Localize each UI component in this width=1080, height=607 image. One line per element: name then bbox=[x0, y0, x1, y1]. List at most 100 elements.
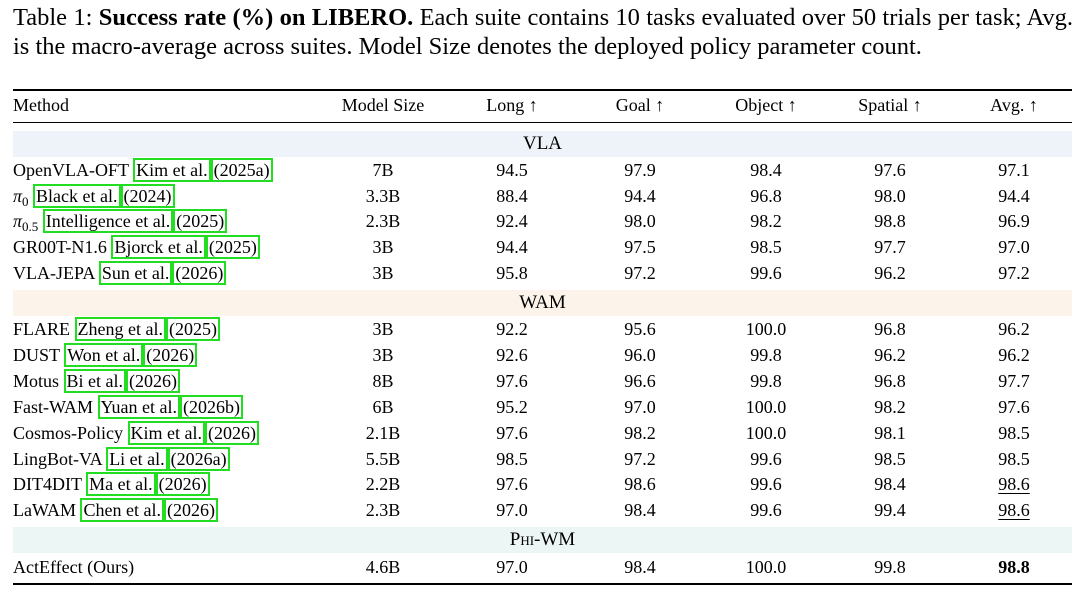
table-row: Cosmos-Policy Kim et al. (2026) 2.1B 97.6 98… bbox=[13, 420, 1072, 446]
phi-section-band bbox=[13, 527, 1072, 553]
avg-cell: 98.6 bbox=[998, 500, 1030, 520]
table-row: FLARE Zheng et al. (2025) 3B 92.2 95.6 100.0 9… bbox=[13, 316, 1072, 342]
long-cell: 94.4 bbox=[496, 237, 528, 257]
header-object: Object ↑ bbox=[735, 95, 797, 115]
long-cell: 97.0 bbox=[496, 500, 528, 520]
object-cell: 96.8 bbox=[750, 186, 782, 206]
long-cell: 97.6 bbox=[496, 474, 528, 494]
citation-author: Kim et al. bbox=[127, 421, 205, 445]
goal-cell: 97.2 bbox=[624, 449, 656, 469]
avg-cell: 97.6 bbox=[998, 397, 1030, 417]
header-goal: Goal ↑ bbox=[615, 95, 665, 115]
method-cell: LaWAM Chen et al. (2026) bbox=[13, 497, 218, 523]
citation-year: (2025a) bbox=[210, 158, 273, 182]
method-cell: π0.5 Intelligence et al. (2025) bbox=[13, 208, 228, 240]
citation-year: (2026) bbox=[126, 369, 181, 393]
header-long: Long ↑ bbox=[486, 95, 538, 115]
object-cell: 98.5 bbox=[750, 237, 782, 257]
method-name: π bbox=[13, 186, 23, 206]
spatial-cell: 98.2 bbox=[874, 397, 906, 417]
citation-year-value: 2026 bbox=[181, 263, 218, 283]
top-rule bbox=[13, 89, 1072, 91]
long-cell: 97.6 bbox=[496, 371, 528, 391]
avg-cell: 98.6 bbox=[998, 474, 1030, 494]
model-size-cell: 2.3B bbox=[365, 211, 401, 231]
method-cell: Fast-WAM Yuan et al. (2026b) bbox=[13, 394, 243, 420]
method-name: FLARE bbox=[13, 319, 71, 339]
method-cell: π0 Black et al. (2024) bbox=[13, 183, 175, 215]
header-model-size: Model Size bbox=[341, 95, 425, 115]
citation-year-value: 2024 bbox=[129, 186, 166, 206]
citation-year-value: 2026 bbox=[164, 474, 201, 494]
avg-cell: 96.2 bbox=[998, 319, 1030, 339]
citation-year-value: 2025 bbox=[182, 211, 219, 231]
section-wam: WAM bbox=[519, 292, 566, 313]
method-name: DIT4DIT bbox=[13, 474, 82, 494]
long-cell: 94.5 bbox=[496, 160, 528, 180]
long-cell: 98.5 bbox=[496, 449, 528, 469]
goal-cell: 95.6 bbox=[624, 319, 656, 339]
method-cell: OpenVLA-OFT Kim et al. (2025a) bbox=[13, 157, 273, 183]
model-size-cell: 8B bbox=[372, 371, 394, 391]
method-name: Cosmos-Policy bbox=[13, 423, 124, 443]
citation-year-value: 2026 bbox=[172, 500, 209, 520]
long-cell: 95.8 bbox=[496, 263, 528, 283]
goal-cell: 98.0 bbox=[624, 211, 656, 231]
object-cell: 98.4 bbox=[750, 160, 782, 180]
citation-year-value: 2025a bbox=[219, 160, 264, 180]
spatial-cell: 99.4 bbox=[874, 500, 906, 520]
method-subscript: 0.5 bbox=[22, 219, 39, 234]
model-size-cell: 5.5B bbox=[365, 449, 401, 469]
spatial-cell: 98.5 bbox=[874, 449, 906, 469]
spatial-cell: 98.8 bbox=[874, 211, 906, 231]
long-cell: 95.2 bbox=[496, 397, 528, 417]
spatial-cell: 96.8 bbox=[874, 371, 906, 391]
object-cell: 99.6 bbox=[750, 500, 782, 520]
object-cell: 98.2 bbox=[750, 211, 782, 231]
method-name: GR00T-N1.6 bbox=[13, 237, 107, 257]
table-row: DUST Won et al. (2026) 3B 92.6 96.0 99.8 96.2 9… bbox=[13, 342, 1072, 368]
citation-author: Zheng et al. bbox=[74, 317, 166, 341]
citation-year: (2026) bbox=[205, 421, 259, 445]
table-row: ActEffect (Ours) 4.6B 97.0 98.4 100.0 99.8 98.… bbox=[13, 554, 1072, 580]
table-row: OpenVLA-OFT Kim et al. (2025a) 7B 94.5 97.9 9… bbox=[13, 157, 1072, 183]
method-cell: Cosmos-Policy Kim et al. (2026) bbox=[13, 420, 259, 446]
citation-author: Ma et al. bbox=[86, 472, 156, 496]
citation-year: (2026) bbox=[143, 343, 198, 367]
long-cell: 88.4 bbox=[496, 186, 528, 206]
spatial-cell: 97.6 bbox=[874, 160, 906, 180]
caption-label: Table 1: bbox=[13, 4, 93, 31]
spatial-cell: 98.0 bbox=[874, 186, 906, 206]
long-cell: 92.4 bbox=[496, 211, 528, 231]
table-row: DIT4DIT Ma et al. (2026) 2.2B 97.6 98.6 99.6 9… bbox=[13, 471, 1072, 497]
table-row: π0 Black et al. (2024) 3.3B 88.4 94.4 96.8 98.… bbox=[13, 183, 1072, 209]
table-row: GR00T-N1.6 Bjorck et al. (2025) 3B 94.4 97.5… bbox=[13, 234, 1072, 260]
long-cell: 97.6 bbox=[496, 423, 528, 443]
table-row: Motus Bi et al. (2026) 8B 97.6 96.6 99.8 96.8 9… bbox=[13, 368, 1072, 394]
citation-year-value: 2026a bbox=[176, 449, 221, 469]
long-cell: 92.6 bbox=[496, 345, 528, 365]
model-size-cell: 3B bbox=[372, 345, 394, 365]
table-row: LaWAM Chen et al. (2026) 2.3B 97.0 98.4 99.6 9… bbox=[13, 497, 1072, 523]
wam-section-band bbox=[13, 290, 1072, 316]
method-name: VLA-JEPA bbox=[13, 263, 95, 283]
goal-cell: 97.2 bbox=[624, 263, 656, 283]
citation-author: Sun et al. bbox=[98, 261, 173, 285]
model-size-cell: 2.3B bbox=[365, 500, 401, 520]
object-cell: 100.0 bbox=[745, 397, 787, 417]
citation-author: Li et al. bbox=[106, 447, 168, 471]
table-row: Fast-WAM Yuan et al. (2026b) 6B 95.2 97.0 100… bbox=[13, 394, 1072, 420]
model-size-cell: 6B bbox=[372, 397, 394, 417]
goal-cell: 98.6 bbox=[624, 474, 656, 494]
object-cell: 100.0 bbox=[745, 423, 787, 443]
model-size-cell: 3B bbox=[372, 237, 394, 257]
goal-cell: 98.4 bbox=[624, 500, 656, 520]
goal-cell: 96.6 bbox=[624, 371, 656, 391]
citation-year: (2025) bbox=[173, 209, 228, 233]
header-method: Method bbox=[13, 95, 69, 115]
method-name: Fast-WAM bbox=[13, 397, 93, 417]
avg-cell: 96.9 bbox=[998, 211, 1030, 231]
long-cell: 97.0 bbox=[496, 557, 528, 577]
citation-year-value: 2025 bbox=[174, 319, 211, 339]
goal-cell: 97.5 bbox=[624, 237, 656, 257]
